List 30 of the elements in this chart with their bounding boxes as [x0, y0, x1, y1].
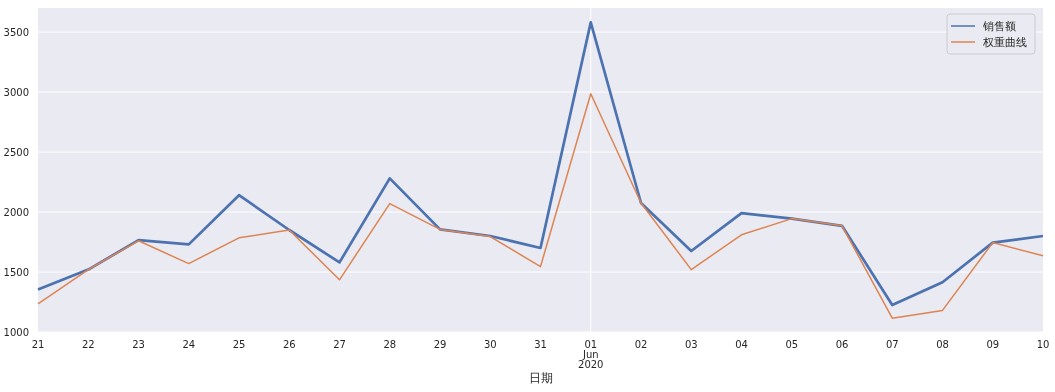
y-tick-label: 2500 — [3, 146, 29, 158]
x-tick-label: 04 — [735, 339, 748, 350]
y-tick-label: 3000 — [3, 86, 29, 98]
x-tick-label: 27 — [333, 339, 346, 350]
x-tick-label: 21 — [31, 339, 45, 350]
x-tick-label: 08 — [936, 339, 949, 350]
x-axis-title: 日期 — [528, 371, 553, 385]
x-tick-label: 26 — [282, 339, 296, 350]
x-tick-label: 22 — [81, 339, 95, 350]
y-tick-label: 2000 — [3, 206, 29, 218]
x-tick-label: 23 — [132, 339, 145, 350]
y-tick-label: 1500 — [3, 266, 29, 278]
x-tick-label: 10 — [1036, 339, 1050, 350]
legend-label: 权重曲线 — [982, 36, 1027, 49]
x-tick-label: 09 — [986, 339, 1000, 350]
y-tick-label: 3500 — [3, 26, 29, 38]
x-tick-label: 07 — [885, 339, 899, 350]
x-tick-label: 24 — [182, 339, 196, 350]
x-tick-label: 29 — [433, 339, 447, 350]
y-tick-label: 1000 — [3, 326, 29, 338]
x-tick-label: 03 — [684, 339, 698, 350]
x-tick-label: 25 — [232, 339, 246, 350]
x-tick-label: 02 — [634, 339, 648, 350]
x-tick-label: 06 — [835, 339, 849, 350]
x-tick-label: 31 — [534, 339, 547, 350]
legend-label: 销售额 — [982, 20, 1016, 33]
x-tick-label: 30 — [483, 339, 497, 350]
x-tick-label: 05 — [785, 339, 799, 350]
x-tick-label: 28 — [383, 339, 397, 350]
x-tick-label: 01 Jun 2020 — [578, 339, 604, 370]
